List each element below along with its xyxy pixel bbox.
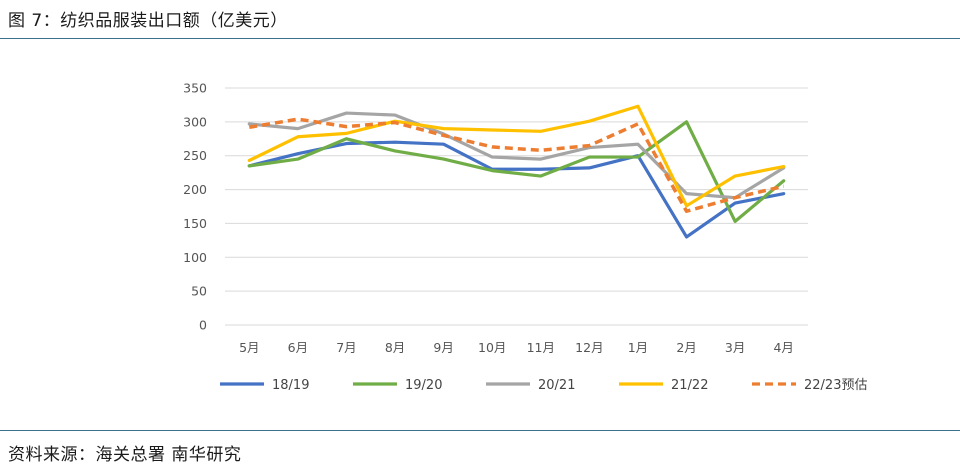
x-tick-label: 5月 — [239, 340, 259, 355]
y-tick-label: 200 — [183, 182, 207, 197]
legend-label: 20/21 — [538, 378, 575, 393]
y-tick-label: 0 — [199, 318, 207, 333]
x-tick-label: 4月 — [773, 340, 793, 355]
x-tick-label: 11月 — [527, 340, 555, 355]
x-tick-label: 7月 — [336, 340, 356, 355]
series-line-1 — [247, 120, 786, 223]
y-tick-label: 350 — [183, 81, 207, 96]
legend-label: 21/22 — [671, 378, 708, 393]
legend-label: 18/19 — [272, 378, 309, 393]
x-tick-label: 3月 — [725, 340, 745, 355]
y-tick-label: 250 — [183, 148, 207, 163]
legend-label: 22/23预估 — [804, 378, 867, 393]
x-tick-label: 6月 — [288, 340, 308, 355]
series-line-3 — [247, 104, 786, 208]
series-lines — [247, 104, 786, 239]
source-rule — [0, 430, 960, 431]
x-tick-label: 2月 — [676, 340, 696, 355]
source-note: 资料来源：海关总署 南华研究 — [8, 445, 242, 465]
y-tick-label: 50 — [191, 284, 207, 299]
x-tick-label: 8月 — [385, 340, 405, 355]
legend-label: 19/20 — [405, 378, 442, 393]
x-tick-label: 1月 — [628, 340, 648, 355]
y-axis-ticks: 0 50 100 150 200 250 300 350 — [183, 81, 207, 333]
x-axis-ticks: 5月 6月 7月 8月 9月 10月 11月 12月 1月 2月 3月 4月 — [239, 340, 794, 355]
y-tick-label: 300 — [183, 114, 207, 129]
y-tick-label: 150 — [183, 216, 207, 231]
y-tick-label: 100 — [183, 250, 207, 265]
series-line-0 — [247, 140, 786, 239]
legend: 18/19 19/20 20/21 21/22 22/23预估 — [220, 378, 867, 393]
x-tick-label: 9月 — [433, 340, 453, 355]
x-tick-label: 10月 — [478, 340, 506, 355]
x-tick-label: 12月 — [575, 340, 603, 355]
series-line-2 — [247, 111, 786, 200]
title-rule — [0, 38, 960, 39]
figure-title: 图 7：纺织品服装出口额（亿美元） — [8, 11, 288, 31]
gridlines — [225, 87, 808, 326]
